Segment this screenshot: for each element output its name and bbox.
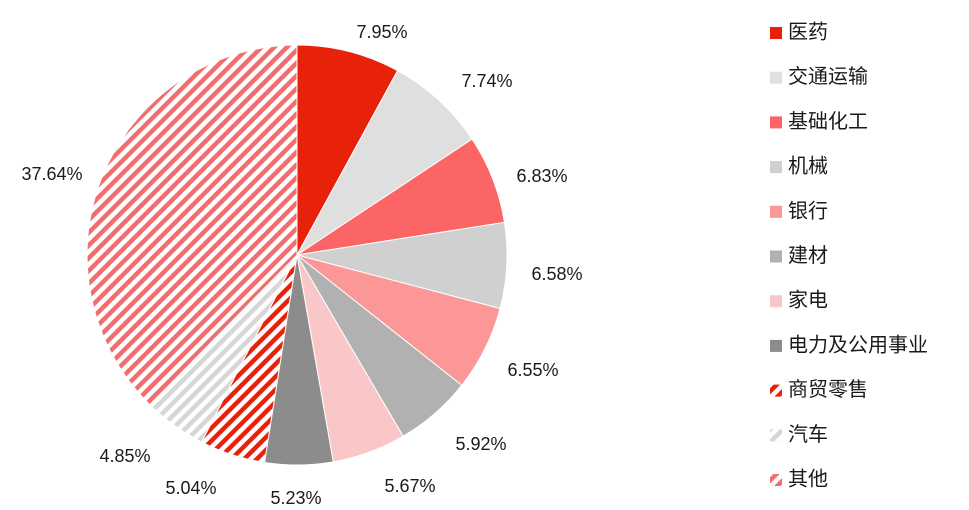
- legend-item: 机械: [770, 154, 828, 178]
- legend-item: 其他: [770, 467, 828, 491]
- legend-swatch: [770, 116, 782, 129]
- slice-value-label: 5.92%: [455, 434, 506, 454]
- pie-value-labels: 7.95% 7.74% 6.83% 6.58% 6.55% 5.92% 5.67% 5.23%…: [21, 22, 582, 508]
- legend-swatch: [770, 429, 782, 442]
- legend-label: 交通运输: [788, 64, 868, 88]
- slice-value-label: 6.58%: [531, 264, 582, 284]
- legend-item: 电力及公用事业: [770, 332, 928, 356]
- slice-value-label: 5.23%: [270, 488, 321, 508]
- legend-item: 商贸零售: [770, 377, 868, 401]
- slice-value-label: 4.85%: [99, 446, 150, 466]
- legend-swatch: [770, 27, 782, 39]
- legend-swatch: [770, 339, 782, 352]
- pie-slice-11: [86, 44, 298, 406]
- slice-value-label: 5.04%: [165, 478, 216, 498]
- legend-item: 银行: [770, 198, 828, 222]
- legend-item: 交通运输: [770, 64, 868, 88]
- legend-label: 医药: [788, 20, 828, 44]
- pie-slices: [86, 44, 508, 466]
- legend-label: 汽车: [788, 422, 828, 446]
- slice-value-label: 5.67%: [384, 476, 435, 496]
- legend-swatch: [770, 161, 782, 174]
- pie-slice-2: [296, 69, 473, 256]
- legend-label: 建材: [788, 243, 828, 267]
- pie-slice-1: [296, 44, 399, 256]
- legend-label: 银行: [788, 198, 828, 222]
- legend-label: 家电: [788, 288, 828, 312]
- legend-item: 医药: [770, 20, 828, 44]
- legend-label: 商贸零售: [788, 377, 868, 401]
- legend-swatch: [770, 384, 782, 397]
- legend-swatch: [770, 474, 782, 486]
- slice-value-label: 6.55%: [507, 360, 558, 380]
- legend-swatch: [770, 71, 782, 84]
- slice-value-label: 6.83%: [516, 166, 567, 186]
- legend-item: 家电: [770, 288, 828, 312]
- legend-swatch: [770, 250, 782, 263]
- legend-item: 建材: [770, 243, 828, 267]
- legend-label: 其他: [788, 467, 828, 491]
- legend-label: 机械: [788, 154, 828, 178]
- slice-value-label: 37.64%: [21, 164, 82, 184]
- legend-item: 基础化工: [770, 109, 868, 133]
- slice-value-label: 7.74%: [461, 71, 512, 91]
- legend-label: 基础化工: [788, 109, 868, 133]
- legend-swatch: [770, 205, 782, 218]
- legend-item: 汽车: [770, 422, 828, 446]
- slice-value-label: 7.95%: [356, 22, 407, 42]
- legend-swatch: [770, 295, 782, 308]
- legend-label: 电力及公用事业: [788, 332, 928, 356]
